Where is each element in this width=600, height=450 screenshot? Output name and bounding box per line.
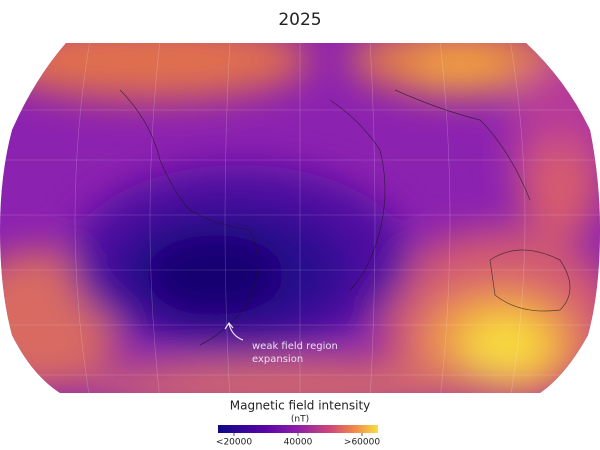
annotation-arrow: [224, 321, 244, 341]
colorbar-tick-label: <20000: [216, 438, 252, 448]
colorbar-tick-label: >60000: [344, 438, 380, 448]
annotation: weak field region: [252, 341, 338, 352]
colorbar: [218, 425, 378, 433]
title: 2025: [278, 10, 321, 30]
graticule: [0, 43, 600, 393]
coastlines: [119, 89, 571, 346]
field-map: [0, 43, 600, 393]
colorbar-title: Magnetic field intensity: [230, 399, 371, 413]
annotation: expansion: [252, 354, 303, 365]
colorbar-tick-label: 40000: [284, 438, 313, 448]
colorbar-unit: (nT): [291, 415, 309, 425]
